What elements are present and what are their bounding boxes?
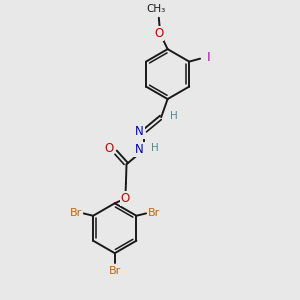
Text: N: N (135, 143, 144, 156)
Text: O: O (104, 142, 113, 155)
Text: Br: Br (148, 208, 160, 218)
Text: I: I (207, 51, 211, 64)
Text: O: O (154, 27, 164, 40)
Text: H: H (152, 143, 159, 153)
Text: O: O (121, 192, 130, 205)
Text: H: H (169, 111, 177, 121)
Text: Br: Br (109, 266, 121, 276)
Text: CH₃: CH₃ (147, 4, 166, 14)
Text: Br: Br (69, 208, 82, 218)
Text: N: N (135, 125, 144, 138)
